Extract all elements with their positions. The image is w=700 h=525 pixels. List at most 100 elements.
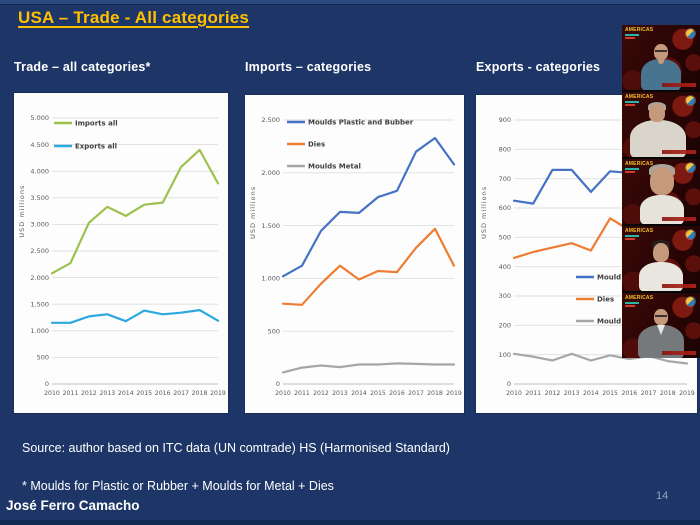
logo-bar-red [625,37,635,39]
y-axis-title: USD millions [18,185,26,238]
series-line-dies [512,217,631,259]
legend-label: Exports all [75,143,117,151]
americas-logo-text: AMERICAS [625,228,654,234]
y-axis-title: USD millions [480,186,488,239]
x-tick-label: 2016 [389,390,405,397]
x-tick-label: 2011 [525,390,541,397]
legend-label: Moulds Metal [308,163,361,171]
x-tick-label: 2015 [370,390,386,397]
x-tick-label: 2010 [44,390,60,397]
webcam-strip: AMERICAS AMERICAS AMERICAS AMERICAS AMERICAS [622,25,700,358]
y-tick-label: 100 [499,351,511,359]
chart-title-exports: Exports - categories [476,60,601,74]
participant-collar [657,325,665,335]
chart-panel-imports: 0 500 1.000 1.500 2.000 2.500 2010 2011 2012 2013… [245,95,464,413]
x-tick-label: 2018 [660,390,676,397]
x-tick-label: 2012 [313,390,329,397]
americas-logo: AMERICAS [625,296,653,307]
x-tick-label: 2014 [583,390,599,397]
chart-panel-trade-all: 0 500 1.000 1.500 2.000 2.500 3.000 3.500 4.000 4… [14,93,228,413]
x-tick-label: 2013 [332,390,348,397]
x-tick-label: 2018 [427,390,443,397]
y-tick-label: 1.500 [261,222,280,230]
ticker-bar [662,351,696,355]
chart-canvas: 0 500 1.000 1.500 2.000 2.500 2010 2011 2012 2013… [249,116,462,397]
y-tick-label: 1.500 [30,300,49,308]
logo-bar-teal [625,34,639,36]
y-tick-label: 0 [276,380,280,388]
x-tick-label: 2018 [192,390,208,397]
webcam-thumbnail-5[interactable]: AMERICAS [622,293,700,358]
webcam-thumbnail-3[interactable]: AMERICAS [622,159,700,226]
logo-bar-teal [625,302,639,304]
americas-logo-text: AMERICAS [625,27,654,33]
x-tick-label: 2016 [621,390,637,397]
logo-bar-red [625,238,635,240]
chart-canvas: 0 500 1.000 1.500 2.000 2.500 3.000 3.500 4.000 4… [18,114,226,397]
logo-bar-red [625,171,635,173]
participant-head [654,44,668,60]
slide-bottom-edge [0,520,700,525]
participant-head [649,104,665,122]
americas-logo-text: AMERICAS [625,161,654,167]
channel-logo-icon [686,163,695,172]
y-tick-label: 3.000 [30,221,49,229]
chart-block-imports: Imports – categories 0 500 1.000 1.500 2.000… [245,60,464,413]
logo-bar-teal [625,168,639,170]
americas-logo: AMERICAS [625,28,653,39]
x-tick-label: 2019 [446,390,462,397]
channel-logo-icon [686,96,695,105]
x-tick-label: 2011 [294,390,310,397]
page-number: 14 [656,490,669,502]
x-tick-label: 2011 [63,390,79,397]
legend-label: Moulds Plastic and Bubber [308,119,414,127]
participant-head [653,243,669,262]
x-tick-label: 2010 [506,390,522,397]
legend-label: Dies [597,296,614,304]
ticker-bar [662,150,696,154]
ticker-bar [662,83,696,87]
y-tick-label: 1.000 [261,275,280,283]
y-tick-label: 900 [499,116,511,124]
participant-head [650,167,674,195]
x-tick-label: 2013 [564,390,580,397]
y-tick-label: 4.000 [30,167,49,175]
ticker-bar [662,284,696,288]
y-tick-label: 2.500 [261,116,280,124]
series-line-mould [512,352,689,365]
webcam-thumbnail-4[interactable]: AMERICAS [622,226,700,293]
ticker-bar [662,217,696,221]
author-name: José Ferro Camacho [6,498,140,513]
x-tick-label: 2013 [99,390,115,397]
chart-title-trade-all: Trade – all categories* [14,60,151,74]
slide-title: USA – Trade - All categories [18,8,250,27]
chart-block-trade-all: Trade – all categories* 0 500 1.000 1.500 2.… [14,60,228,413]
series-line-dies [281,227,456,306]
glasses-icon [655,315,667,317]
y-tick-label: 500 [499,234,511,242]
participant-silhouette [622,92,700,157]
series-line-exports-all [50,309,220,324]
y-axis-title: USD millions [249,186,257,239]
webcam-thumbnail-2[interactable]: AMERICAS [622,92,700,159]
x-tick-label: 2012 [81,390,97,397]
webcam-thumbnail-1[interactable]: AMERICAS [622,25,700,92]
legend-label: Mould [597,318,621,326]
x-tick-label: 2015 [136,390,152,397]
x-tick-label: 2017 [173,390,189,397]
y-tick-label: 3.500 [30,194,49,202]
source-note: Source: author based on ITC data (UN com… [22,441,450,455]
x-tick-label: 2014 [351,390,367,397]
americas-logo: AMERICAS [625,229,653,240]
y-tick-label: 2.000 [30,274,49,282]
logo-bar-red [625,305,635,307]
americas-logo: AMERICAS [625,162,653,173]
y-tick-label: 500 [268,327,280,335]
x-tick-label: 2010 [275,390,291,397]
x-tick-label: 2012 [545,390,561,397]
series-line-mould [512,168,631,205]
x-tick-label: 2019 [210,390,226,397]
y-tick-label: 0 [507,380,511,388]
y-tick-label: 5.000 [30,114,49,122]
